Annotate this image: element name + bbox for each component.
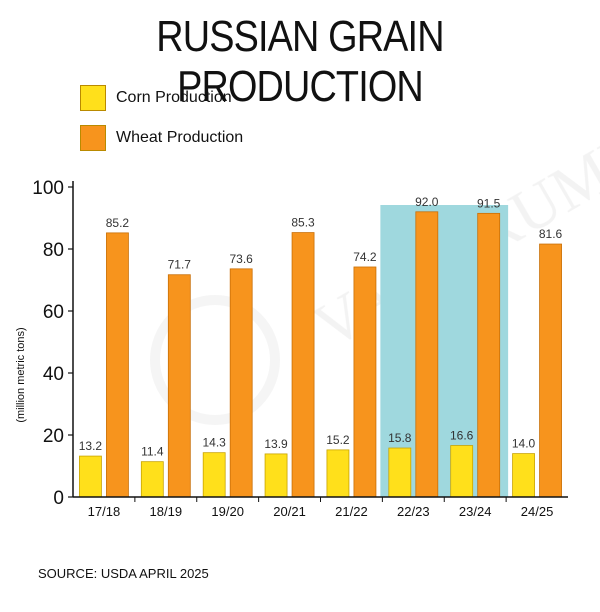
corn-value-label: 14.3 bbox=[203, 436, 227, 450]
wheat-bar-23-24 bbox=[477, 212, 501, 498]
corn-value-label: 13.2 bbox=[79, 439, 103, 453]
y-tick-label: 0 bbox=[53, 488, 64, 509]
wheat-value-label: 91.5 bbox=[477, 196, 501, 210]
corn-bar-17-18 bbox=[79, 455, 102, 498]
wheat-bar-18-19 bbox=[167, 274, 191, 498]
x-tick-label: 23/24 bbox=[459, 504, 492, 519]
corn-bar-24-25 bbox=[512, 453, 535, 498]
corn-bar-19-20 bbox=[202, 452, 226, 498]
source-note: SOURCE: USDA APRIL 2025 bbox=[38, 566, 209, 581]
corn-value-label: 11.4 bbox=[141, 445, 164, 459]
x-tick-label: 20/21 bbox=[273, 504, 306, 519]
corn-bar-21-22 bbox=[326, 449, 350, 498]
legend-item-corn: Corn Production bbox=[80, 78, 243, 118]
y-tick-label: 60 bbox=[43, 302, 64, 323]
wheat-bar-17-18 bbox=[106, 232, 129, 498]
corn-value-label: 16.6 bbox=[450, 429, 474, 443]
legend-swatch-corn bbox=[80, 85, 106, 111]
x-tick-label: 19/20 bbox=[211, 504, 244, 519]
x-tick-label: 21/22 bbox=[335, 504, 368, 519]
x-tick-label: 22/23 bbox=[397, 504, 430, 519]
wheat-bar-22-23 bbox=[415, 211, 439, 498]
wheat-bar-21-22 bbox=[353, 266, 377, 498]
wheat-bar-24-25 bbox=[539, 243, 562, 498]
corn-value-label: 13.9 bbox=[264, 437, 288, 451]
wheat-value-label: 73.6 bbox=[230, 252, 254, 266]
legend-label-wheat: Wheat Production bbox=[116, 129, 244, 146]
wheat-value-label: 85.3 bbox=[291, 216, 315, 230]
corn-bar-18-19 bbox=[140, 461, 164, 498]
watermark-logo: VAN TRUMP bbox=[150, 118, 600, 425]
corn-value-label: 14.0 bbox=[512, 437, 536, 451]
corn-bar-20-21 bbox=[264, 453, 288, 498]
wheat-value-label: 74.2 bbox=[353, 250, 377, 264]
wheat-value-label: 81.6 bbox=[539, 227, 563, 241]
wheat-bar-19-20 bbox=[229, 268, 253, 498]
wheat-value-label: 71.7 bbox=[168, 258, 192, 272]
wheat-value-label: 85.2 bbox=[106, 216, 130, 230]
corn-value-label: 15.2 bbox=[326, 433, 350, 447]
x-tick-label: 24/25 bbox=[521, 504, 554, 519]
legend-swatch-wheat bbox=[80, 125, 106, 151]
corn-bar-22-23 bbox=[388, 447, 412, 498]
x-tick-label: 17/18 bbox=[88, 504, 121, 519]
chart-title: RUSSIAN GRAIN PRODUCTION bbox=[156, 12, 444, 111]
y-tick-label: 80 bbox=[43, 240, 64, 261]
legend-item-wheat: Wheat Production bbox=[80, 118, 243, 158]
wheat-value-label: 92.0 bbox=[415, 195, 439, 209]
corn-value-label: 15.8 bbox=[388, 431, 412, 445]
legend-label-corn: Corn Production bbox=[116, 89, 232, 106]
wheat-bar-20-21 bbox=[291, 232, 315, 498]
x-tick-label: 18/19 bbox=[150, 504, 183, 519]
y-tick-label: 100 bbox=[32, 178, 64, 199]
y-axis-title: (million metric tons) bbox=[15, 327, 27, 422]
corn-bar-23-24 bbox=[450, 445, 474, 498]
y-tick-label: 40 bbox=[43, 364, 64, 385]
legend: Corn Production Wheat Production bbox=[80, 78, 243, 158]
y-tick-label: 20 bbox=[43, 426, 64, 447]
